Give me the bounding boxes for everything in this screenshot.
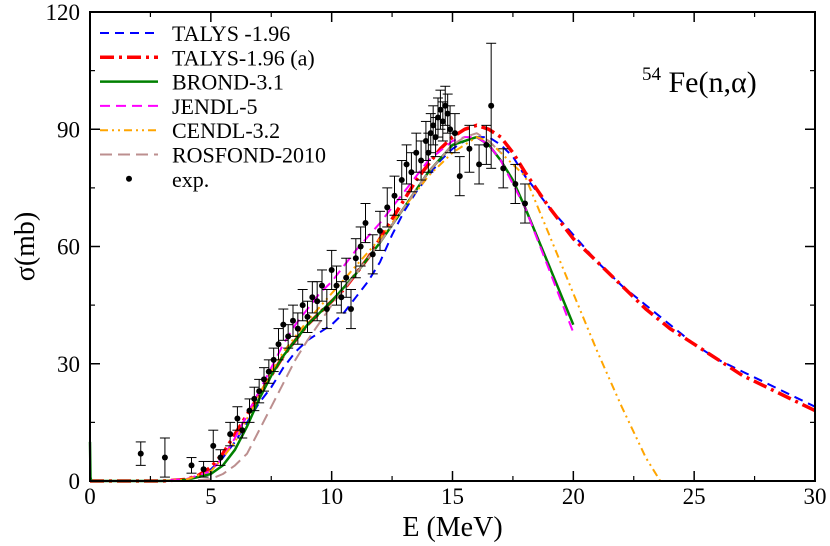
data-point [456,173,463,180]
data-point [188,462,195,469]
data-point [343,274,350,281]
legend-label: ROSFOND-2010 [172,143,326,168]
y-tick-label: 30 [57,352,80,377]
data-point [447,126,454,133]
x-tick-label: 5 [205,484,217,509]
data-point [437,106,444,113]
series-line [90,132,502,482]
data-point [137,450,144,457]
data-point [444,110,451,117]
x-tick-label: 15 [441,484,464,509]
data-point [369,251,376,258]
data-point [294,325,301,332]
x-tick-label: 25 [683,484,706,509]
y-tick-label: 60 [57,235,80,260]
data-point [488,102,495,109]
x-tick-label: 20 [562,484,585,509]
data-point [522,200,528,207]
data-point [304,313,311,320]
data-point [348,306,354,313]
axes: 0 5 10 15 20 25 30 0 30 60 90 120 [46,0,827,509]
data-point [430,122,437,129]
data-point [466,145,473,152]
x-tick-label: 0 [84,484,96,509]
data-point [439,118,446,125]
data-point [352,255,359,262]
data-point [333,282,340,289]
data-point [328,266,335,273]
data-point [239,427,246,434]
y-axis-label: σ(mb) [10,212,41,282]
data-point [435,114,441,121]
data-point [500,165,507,172]
data-point [290,317,296,324]
data-point [251,395,258,402]
data-point [200,466,207,473]
data-point [161,454,168,461]
reaction-annotation: 54 Fe(n,α) [642,54,757,99]
data-point [403,161,410,168]
data-point [227,431,234,438]
data-point [234,415,241,422]
data-point [398,177,405,184]
data-point [275,341,282,348]
x-tick-label: 30 [804,484,827,509]
data-point [299,302,306,309]
y-tick-label: 90 [57,117,80,142]
x-tick-label: 10 [320,484,343,509]
data-point [357,243,364,250]
data-point [261,376,267,383]
data-point [217,454,224,461]
legend-label: JENDL-5 [172,94,258,119]
data-point [413,149,420,156]
legend-label: BROND-3.1 [172,70,284,95]
legend-label: exp. [172,167,209,192]
data-point [319,282,325,289]
experimental-points [135,42,530,478]
legend-label: TALYS -1.96 [172,21,290,46]
data-point [210,442,217,449]
y-tick-label: 0 [69,469,81,494]
data-point [422,137,429,144]
x-axis-label: E (MeV) [402,512,502,543]
y-tick-label: 120 [46,0,81,25]
data-point [427,130,434,137]
legend-label: CENDL-3.2 [172,118,280,143]
data-point [309,294,316,301]
data-point [391,192,398,199]
data-point [384,204,391,211]
data-point [483,141,490,148]
data-point [451,130,458,137]
legend-exp-marker [126,175,132,182]
data-point [476,161,483,168]
annotation-superscript: 54 [642,64,662,85]
legend-label: TALYS-1.96 (a) [172,45,315,70]
data-point [323,306,330,313]
data-point [362,220,369,227]
data-point [377,227,383,234]
data-point [512,180,519,187]
annotation-main: Fe(n,α) [669,66,757,99]
